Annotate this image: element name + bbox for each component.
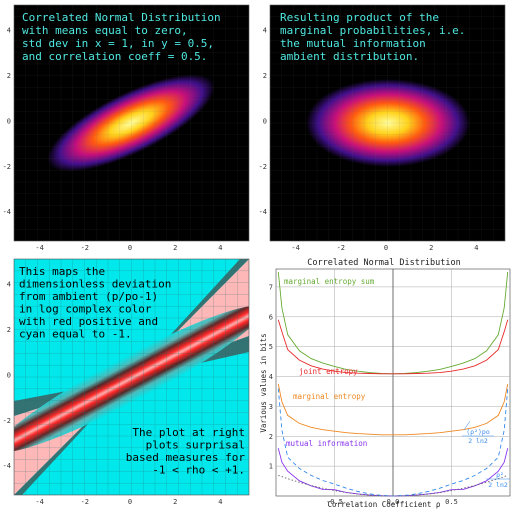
caption-line: from ambient (p/po-1)	[19, 290, 158, 303]
caption-line: with red positive and	[19, 315, 158, 328]
y-tick-label: 4	[7, 27, 11, 35]
y-tick-label: -4	[259, 208, 267, 216]
y-tick-label: 4	[269, 373, 273, 381]
series-label: mutual information	[286, 439, 367, 448]
x-tick-label: 2	[173, 244, 177, 252]
x-tick-label: -2	[337, 244, 345, 252]
x-tick-label: 0	[128, 498, 132, 506]
x-tick-label: -4	[35, 244, 43, 252]
y-tick-label: 7	[269, 283, 273, 291]
x-tick-label: 4	[474, 244, 478, 252]
correlated-density-blob	[47, 74, 215, 172]
caption-line: based measures for	[126, 451, 246, 464]
x-tick-label: 2	[429, 244, 433, 252]
y-tick-label: 2	[263, 72, 267, 80]
y-tick-label: 4	[7, 281, 11, 289]
y-tick-label: 0	[7, 371, 11, 379]
y-tick-label: 2	[7, 72, 11, 80]
caption-line: marginal probabilities, i.e.	[280, 24, 465, 37]
series-label: 2 ln2	[468, 437, 488, 445]
x-tick-label: 4	[218, 498, 222, 506]
y-tick-label: 1	[269, 463, 273, 471]
y-tick-label: 0	[263, 117, 267, 125]
y-tick-label: 2	[7, 326, 11, 334]
caption-line: plots surprisal	[146, 439, 245, 452]
x-tick-label: 0	[128, 244, 132, 252]
caption-line: and correlation coeff = 0.5.	[22, 50, 207, 63]
y-tick-label: 2	[269, 433, 273, 441]
caption-line: dimensionless deviation	[19, 278, 171, 291]
caption-line: The plot at right	[132, 426, 245, 439]
y-tick-label: -2	[3, 163, 11, 171]
y-tick-label: 4	[263, 27, 267, 35]
caption-line: cyan equal to -1.	[19, 328, 132, 341]
x-tick-label: -2	[81, 498, 89, 506]
x-tick-label: -4	[291, 244, 299, 252]
y-tick-label: -4	[3, 462, 11, 470]
chart-title: Correlated Normal Distribution	[307, 258, 461, 268]
series-label: marginal entropy	[293, 392, 366, 401]
y-tick-label: 6	[269, 313, 273, 321]
x-tick-label: 4	[218, 244, 222, 252]
caption-line: ambient distribution.	[280, 50, 419, 63]
central-deviation-band	[14, 305, 249, 453]
chart-ylabel: Various values in bits	[259, 333, 268, 432]
x-tick-label: -0.5	[326, 498, 343, 506]
series-label: 2 ln2	[488, 481, 508, 489]
entropy-chart: Correlated Normal Distribution Various v…	[259, 258, 511, 509]
caption-line: Correlated Normal Distribution	[22, 11, 221, 24]
series-label: ⟨ρ²⟩po	[466, 428, 490, 436]
caption-line: std dev in x = 1, in y = 0.5,	[22, 37, 214, 50]
x-tick-label: 0	[384, 244, 388, 252]
caption-line: Resulting product of the	[280, 11, 439, 24]
chart-xlabel: Correlation Coefficient ρ	[328, 500, 441, 509]
x-tick-label: 0.0	[387, 498, 400, 506]
series-label: joint entropy	[299, 367, 358, 376]
series-label: marginal entropy sum	[284, 277, 375, 286]
series-label: ρ²	[496, 471, 504, 479]
series-line	[277, 383, 509, 436]
caption-line: This maps the	[19, 265, 105, 278]
caption-line: with means equal to zero,	[22, 24, 188, 37]
x-tick-label: 0.5	[445, 498, 458, 506]
caption-line: the mutual information	[280, 37, 426, 50]
x-tick-label: -4	[35, 498, 43, 506]
y-tick-label: -2	[3, 417, 11, 425]
series-line	[277, 388, 509, 497]
product-density-blob	[306, 79, 470, 167]
series-line	[277, 319, 509, 375]
y-tick-label: -2	[259, 163, 267, 171]
y-tick-label: 3	[269, 403, 273, 411]
caption-line: -1 < rho < +1.	[152, 464, 245, 477]
series-line	[278, 474, 508, 497]
y-tick-label: -4	[3, 208, 11, 216]
x-tick-label: 2	[173, 498, 177, 506]
x-tick-label: -2	[81, 244, 89, 252]
y-tick-label: 5	[269, 343, 273, 351]
caption-line: in log complex color	[19, 303, 152, 316]
y-tick-label: 0	[7, 117, 11, 125]
